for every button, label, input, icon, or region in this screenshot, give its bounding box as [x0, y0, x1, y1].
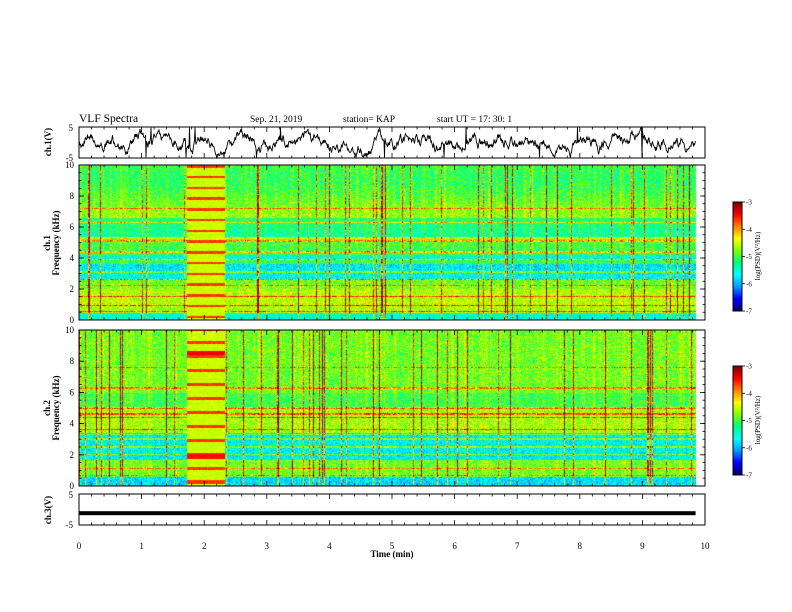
start-time-label: start UT = 17: 30: 1 — [437, 115, 512, 125]
colorbar-tick-label: -6 — [746, 444, 752, 452]
ch1-colorbar: -3 -4 -5 -6 -7 log(PSD)(V²/Hz) — [732, 199, 762, 316]
x-axis-label: Time (min) — [370, 549, 413, 559]
ch1-waveform-ylabel: ch.1(V) — [43, 128, 53, 156]
x-tick-label: 9 — [640, 541, 645, 551]
colorbar-tick-label: -3 — [746, 199, 752, 207]
x-tick-label: 8 — [578, 541, 583, 551]
ch2-spectrogram-panel: 0 2 4 6 8 10 ch.2 Frequency (kHz) — [42, 325, 706, 491]
x-tick-label: 10 — [701, 541, 711, 551]
colorbar-tick-label: -5 — [746, 417, 752, 425]
y-tick-label: 2 — [70, 284, 75, 294]
ch3-ytick-bottom: -5 — [66, 520, 74, 530]
x-tick-label: 6 — [452, 541, 457, 551]
ch2-spectrogram-ylabel-frequency: Frequency (kHz) — [51, 375, 61, 440]
ch1-waveform-line — [79, 126, 696, 159]
colorbar-tick-label: -4 — [746, 226, 752, 234]
y-tick-label: 8 — [70, 356, 75, 366]
ch2-colorbar: -3 -4 -5 -6 -7 log(PSD)(V²/Hz) — [732, 363, 762, 480]
y-tick-label: 6 — [70, 387, 75, 397]
ch1-ytick-top: 5 — [69, 123, 74, 133]
y-tick-label: 0 — [70, 481, 75, 491]
x-tick-label: 7 — [515, 541, 520, 551]
x-tick-label: 2 — [202, 541, 207, 551]
colorbar-tick-label: -6 — [746, 280, 752, 288]
ch1-colorbar-gradient — [733, 202, 742, 311]
date-label: Sep. 21, 2019 — [250, 115, 303, 125]
x-tick-label: 1 — [139, 541, 144, 551]
ch1-waveform-panel: 5 -5 ch.1(V) — [43, 123, 706, 163]
ch1-spectrogram-panel: 0 2 4 6 8 10 ch.1 Frequency (kHz) — [42, 160, 706, 325]
ch2-colorbar-gradient — [733, 366, 742, 475]
x-tick-label: 3 — [265, 541, 270, 551]
colorbar-tick-label: -7 — [746, 472, 752, 480]
colorbar-tick-label: -3 — [746, 363, 752, 371]
ch2-colorbar-label: log(PSD)(V²/Hz) — [754, 395, 762, 444]
y-tick-label: 6 — [70, 222, 75, 232]
y-tick-label: 4 — [70, 419, 75, 429]
ch3-waveform-ylabel: ch.3(V) — [43, 496, 53, 524]
colorbar-tick-label: -7 — [746, 308, 752, 316]
y-tick-label: 0 — [70, 315, 75, 325]
y-tick-label: 10 — [65, 160, 75, 170]
x-tick-label: 0 — [77, 541, 82, 551]
colorbar-tick-label: -5 — [746, 253, 752, 261]
ch3-ytick-top: 5 — [69, 490, 74, 500]
ch2-spectrogram-ylabel-channel: ch.2 — [42, 400, 52, 416]
y-tick-label: 8 — [70, 191, 75, 201]
figure-title: VLF Spectra — [79, 113, 138, 125]
x-tick-label: 5 — [390, 541, 395, 551]
station-label: station= KAP — [343, 115, 395, 125]
ch1-spectrogram-image — [79, 165, 705, 320]
ch2-spectrogram-image — [79, 330, 705, 486]
colorbar-tick-label: -4 — [746, 390, 752, 398]
ch1-spectrogram-ylabel-frequency: Frequency (kHz) — [51, 210, 61, 275]
ch1-spectrogram-ylabel-channel: ch.1 — [42, 235, 52, 251]
ch1-colorbar-label: log(PSD)(V²/Hz) — [754, 231, 762, 280]
ch3-waveform-line — [79, 511, 696, 516]
y-tick-label: 10 — [65, 325, 75, 335]
ch3-waveform-panel: 5 -5 ch.3(V) — [43, 490, 706, 530]
ch1-ytick-bottom: -5 — [66, 153, 74, 163]
y-tick-label: 4 — [70, 253, 75, 263]
y-tick-label: 2 — [70, 450, 75, 460]
x-tick-label: 4 — [327, 541, 332, 551]
